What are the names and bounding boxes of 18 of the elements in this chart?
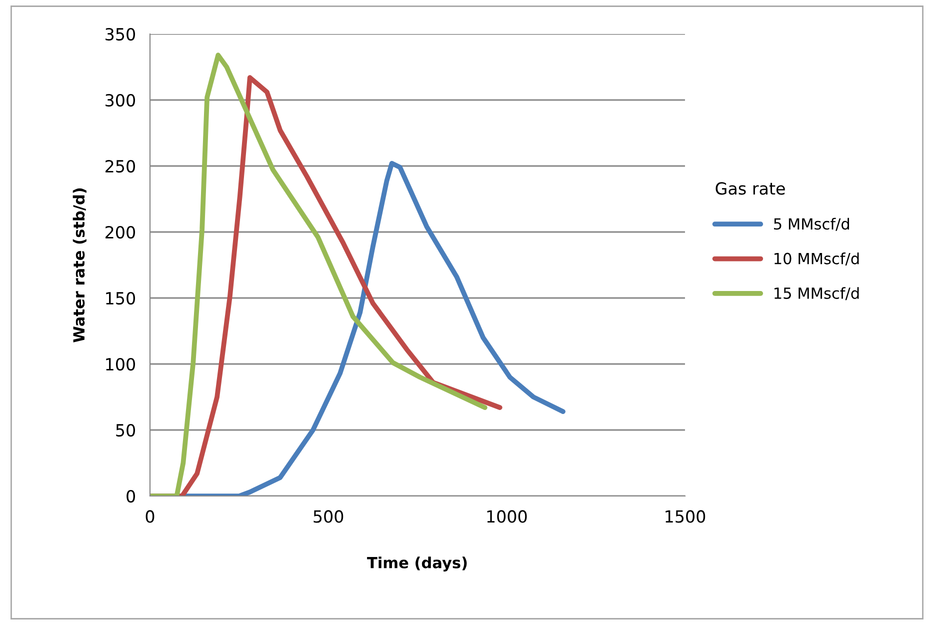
legend-label: 10 MMscf/d (774, 252, 859, 266)
legend-label: 5 MMscf/d (774, 218, 849, 231)
y-axis-title: Water rate (stb/d) (72, 188, 86, 342)
y-tick-label: 0 (126, 490, 136, 503)
y-tick-label: 50 (116, 424, 136, 437)
legend-title: Gas rate (716, 182, 785, 195)
y-tick-label: 100 (106, 358, 136, 371)
x-tick-label: 1500 (666, 510, 706, 523)
y-tick-label: 350 (106, 28, 136, 41)
x-tick-label: 500 (314, 510, 344, 523)
x-tick-label: 0 (146, 510, 154, 523)
x-tick-label: 1000 (487, 510, 527, 523)
y-tick-label: 200 (106, 226, 136, 239)
y-tick-label: 300 (106, 94, 136, 107)
legend-label: 15 MMscf/d (774, 287, 859, 300)
y-tick-label: 150 (106, 292, 136, 305)
y-tick-label: 250 (106, 160, 136, 173)
x-axis-title: Time (days) (367, 556, 467, 572)
